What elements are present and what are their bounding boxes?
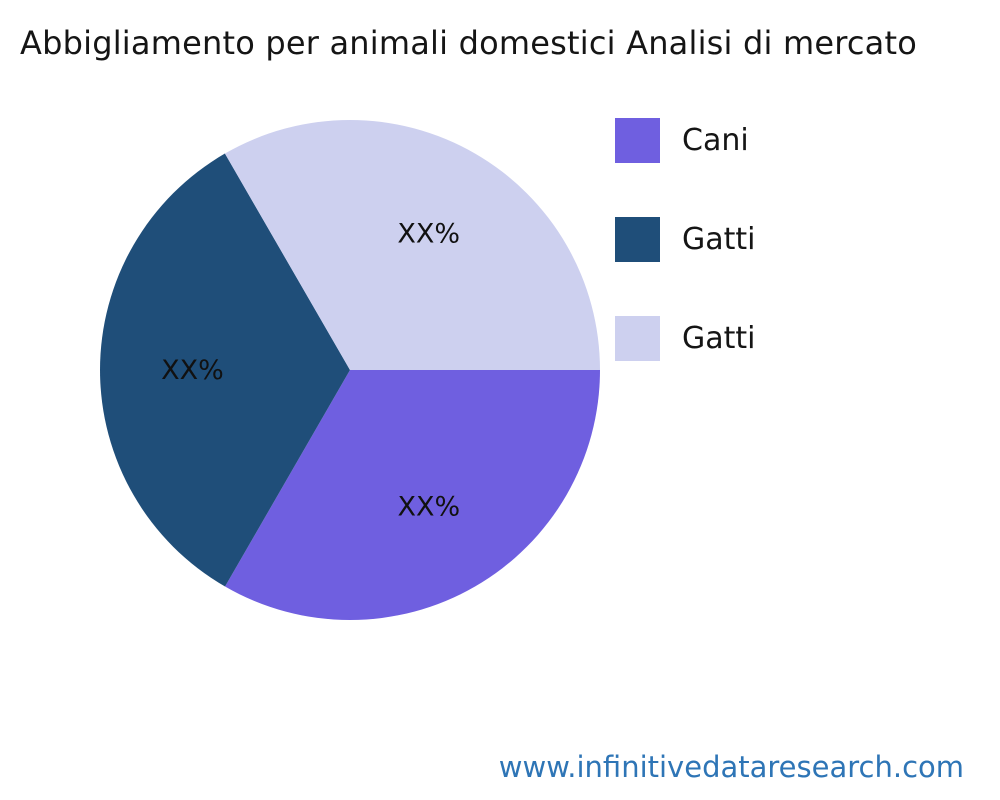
legend-swatch	[615, 316, 660, 361]
chart-title: Abbigliamento per animali domestici Anal…	[20, 24, 918, 62]
legend-label: Cani	[682, 123, 749, 158]
pie-slice-cani-0	[225, 370, 600, 620]
legend-swatch	[615, 118, 660, 163]
footer-link[interactable]: www.infinitivedataresearch.com	[498, 750, 964, 784]
pie-slice-value-label: XX%	[397, 219, 460, 250]
pie-slice-gatti-1	[100, 153, 350, 587]
legend-label: Gatti	[682, 321, 756, 356]
pie-slice-gatti-2	[224, 120, 600, 370]
pie-slice-value-label: XX%	[161, 355, 224, 386]
legend-item-gatti-light: Gatti	[615, 316, 756, 361]
pie-chart: XX% XX% XX%	[100, 120, 600, 620]
legend: Cani Gatti Gatti	[615, 118, 756, 415]
pie-slice-value-label: XX%	[397, 491, 460, 522]
legend-item-gatti-dark: Gatti	[615, 217, 756, 262]
legend-swatch	[615, 217, 660, 262]
legend-label: Gatti	[682, 222, 756, 257]
legend-item-cani: Cani	[615, 118, 756, 163]
